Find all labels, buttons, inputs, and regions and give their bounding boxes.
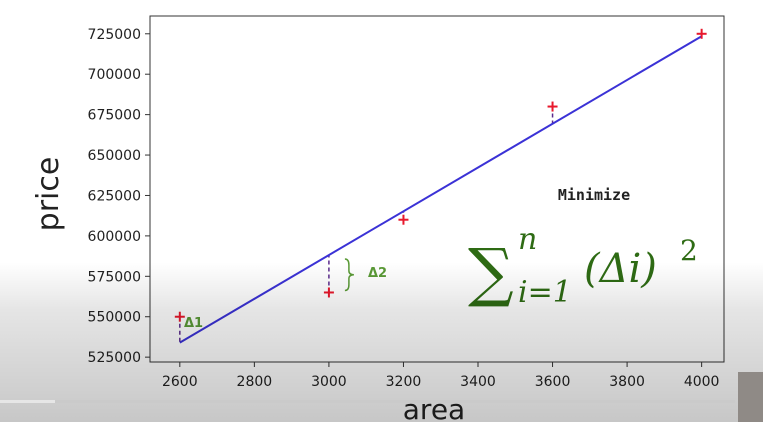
x-tick-label: 3800	[609, 374, 645, 390]
video-thumbnail-corner	[738, 372, 763, 422]
data-point	[323, 287, 334, 298]
data-point	[696, 28, 707, 39]
sum-of-squares-formula: ∑ n i=1 (Δi) 2	[468, 222, 698, 310]
data-point	[547, 101, 558, 112]
y-axis-label: price	[31, 157, 66, 232]
y-tick-label: 600000	[88, 229, 141, 245]
y-tick-label: 575000	[88, 269, 141, 285]
x-tick-label: 3000	[311, 374, 347, 390]
x-tick-label: 4000	[684, 374, 720, 390]
video-progress-fill	[0, 400, 55, 403]
y-tick-label: 725000	[88, 27, 141, 43]
y-tick-label: 700000	[88, 67, 141, 83]
y-tick-label: 650000	[88, 148, 141, 164]
residual-brace-icon	[344, 258, 354, 292]
x-axis-label: area	[403, 393, 465, 422]
sum-body: (Δi)	[584, 246, 657, 292]
x-tick-label: 3400	[460, 374, 496, 390]
y-tick-label: 675000	[88, 108, 141, 124]
y-tick-label: 550000	[88, 310, 141, 326]
x-axis-ticks: 2600 2800 3000 3200 3400 3600 3800 4000	[162, 362, 719, 390]
sigma-symbol: ∑	[468, 236, 514, 310]
x-tick-label: 2600	[162, 374, 198, 390]
x-tick-label: 2800	[237, 374, 273, 390]
minimize-caption: Minimize	[558, 186, 630, 204]
y-tick-label: 625000	[88, 188, 141, 204]
x-tick-label: 3200	[386, 374, 422, 390]
data-point	[398, 214, 409, 225]
plot-area-frame	[149, 15, 725, 363]
y-axis-ticks: 525000 550000 575000 600000 625000 650000 6750…	[88, 27, 150, 366]
regression-line	[179, 35, 703, 344]
sum-lower-limit: i=1	[518, 275, 572, 310]
sum-upper-limit: n	[518, 222, 537, 257]
video-progress-bar[interactable]	[0, 400, 735, 403]
sum-exponent: 2	[680, 234, 698, 267]
x-tick-label: 3600	[535, 374, 571, 390]
residual-label-delta2: Δ2	[368, 266, 387, 281]
y-tick-label: 525000	[88, 350, 141, 366]
data-points	[174, 28, 707, 322]
data-point	[174, 311, 185, 322]
residual-label-delta1: Δ1	[184, 316, 203, 331]
